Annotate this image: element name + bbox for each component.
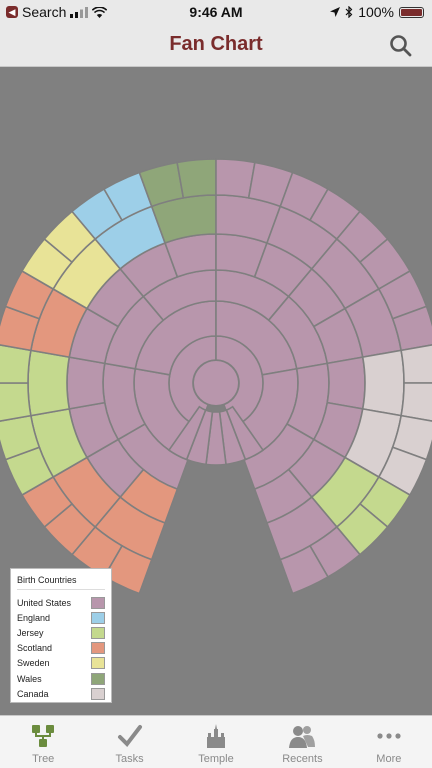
legend-swatch	[91, 611, 105, 624]
legend-title: Birth Countries	[17, 575, 105, 590]
legend-item: Scotland	[17, 641, 105, 656]
fan-segment-gen7[interactable]	[0, 382, 32, 422]
legend-item: Jersey	[17, 625, 105, 640]
status-time: 9:46 AM	[189, 4, 243, 20]
legend-label: Wales	[17, 673, 42, 684]
legend-label: Canada	[17, 688, 49, 699]
fan-segment-gen5[interactable]	[66, 356, 106, 410]
page-title: Fan Chart	[169, 33, 263, 55]
tab-label-tree: Tree	[32, 753, 55, 765]
tab-recents[interactable]: Recents	[259, 716, 345, 768]
legend-item: Wales	[17, 671, 105, 686]
wifi-icon	[92, 6, 108, 18]
fan-segment-gen7[interactable]	[176, 158, 217, 199]
legend-swatch	[91, 642, 105, 655]
tab-tasks[interactable]: Tasks	[86, 716, 172, 768]
fan-segment-gen5[interactable]	[326, 356, 366, 410]
checkmark-icon	[117, 725, 142, 748]
back-label: Search	[22, 4, 67, 20]
tab-label-recents: Recents	[282, 753, 323, 765]
location-arrow-icon	[330, 7, 341, 17]
tab-label-temple: Temple	[198, 753, 234, 765]
search-icon	[390, 35, 412, 57]
status-bar: ◀ Search 9:46 AM 100%	[0, 0, 432, 24]
more-dots-icon	[377, 733, 401, 739]
fan-chart[interactable]	[0, 67, 432, 715]
status-back[interactable]: ◀ Search	[6, 4, 108, 20]
back-chevron-icon: ◀	[6, 6, 18, 18]
tab-bar: Tree Tasks Temple Recents More	[0, 715, 432, 768]
legend-item: England	[17, 610, 105, 625]
legend-label: Sweden	[17, 658, 50, 669]
search-button[interactable]	[388, 33, 414, 59]
legend-label: Jersey	[17, 627, 44, 638]
legend-swatch	[91, 672, 105, 685]
fan-segment-gen6[interactable]	[27, 349, 71, 417]
legend-swatch	[91, 687, 105, 700]
tab-label-more: More	[376, 753, 402, 765]
fan-segment-gen7[interactable]	[279, 544, 330, 595]
legend-label: England	[17, 612, 51, 623]
tab-tree[interactable]: Tree	[0, 716, 86, 768]
legend-label: United States	[17, 597, 72, 608]
battery-icon	[399, 6, 424, 18]
legend-swatch	[91, 626, 105, 639]
signal-icon	[70, 6, 89, 18]
legend-item: United States	[17, 595, 105, 610]
tab-label-tasks: Tasks	[115, 753, 144, 765]
tab-temple[interactable]: Temple	[173, 716, 259, 768]
legend-label: Scotland	[17, 643, 53, 654]
tab-more[interactable]: More	[346, 716, 432, 768]
people-icon	[289, 726, 316, 748]
legend-swatch	[91, 596, 105, 609]
battery-percent: 100%	[358, 4, 394, 20]
fan-descendant-segment[interactable]	[167, 405, 207, 461]
legend: Birth Countries United States England Jers…	[10, 568, 112, 703]
bluetooth-icon	[345, 6, 353, 18]
fan-segment-gen6[interactable]	[361, 349, 405, 417]
tree-icon	[32, 725, 55, 747]
status-right: 100%	[330, 4, 424, 20]
legend-swatch	[91, 657, 105, 670]
temple-icon	[207, 724, 226, 748]
legend-item: Canada	[17, 686, 105, 701]
legend-item: Sweden	[17, 656, 105, 671]
fan-chart-area[interactable]	[0, 67, 432, 715]
nav-bar: Fan Chart	[0, 24, 432, 67]
fan-segment-gen7[interactable]	[400, 344, 432, 384]
